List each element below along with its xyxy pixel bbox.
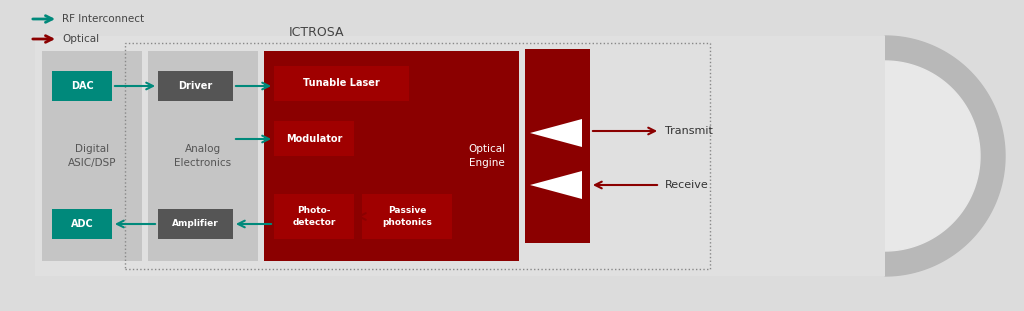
Text: Receive: Receive (665, 180, 709, 190)
Bar (158, 209, 233, 239)
Bar (35, 36, 885, 276)
Text: Tunable Laser: Tunable Laser (303, 78, 380, 89)
Bar (264, 51, 519, 261)
Text: Optical: Optical (62, 34, 99, 44)
Text: Digital
ASIC/DSP: Digital ASIC/DSP (68, 144, 117, 168)
Polygon shape (885, 36, 1005, 276)
Text: Modulator: Modulator (286, 133, 342, 143)
Text: Amplifier: Amplifier (172, 220, 219, 229)
Polygon shape (530, 119, 582, 147)
Text: Passive
photonics: Passive photonics (382, 207, 432, 226)
Bar (52, 71, 112, 101)
Bar (35, 36, 885, 276)
Bar (274, 66, 409, 101)
Text: DAC: DAC (71, 81, 93, 91)
Text: Photo-
detector: Photo- detector (292, 207, 336, 226)
Bar (42, 51, 142, 261)
Bar (158, 71, 233, 101)
Bar (274, 194, 354, 239)
Bar (125, 43, 710, 269)
Bar (525, 49, 590, 243)
Text: RF Interconnect: RF Interconnect (62, 14, 144, 24)
Text: Transmit: Transmit (665, 126, 713, 136)
Polygon shape (530, 171, 582, 199)
Text: Optical
Engine: Optical Engine (468, 144, 506, 168)
Bar (362, 194, 452, 239)
Text: Driver: Driver (178, 81, 213, 91)
Text: ICTROSA: ICTROSA (289, 26, 345, 39)
Polygon shape (885, 61, 980, 251)
Bar (52, 209, 112, 239)
Bar (148, 51, 258, 261)
Text: ADC: ADC (71, 219, 93, 229)
Text: Analog
Electronics: Analog Electronics (174, 144, 231, 168)
Bar (274, 121, 354, 156)
